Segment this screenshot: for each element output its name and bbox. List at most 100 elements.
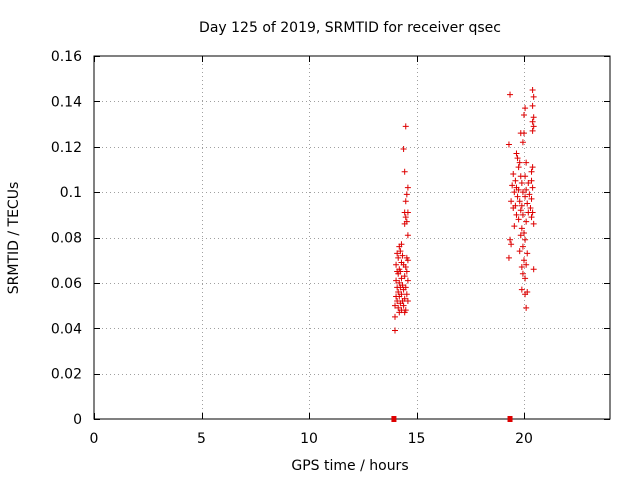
data-point [510, 205, 517, 212]
y-tick-label: 0.08 [51, 231, 82, 247]
data-point [396, 293, 403, 300]
data-point [393, 261, 400, 268]
data-point [396, 243, 403, 250]
y-tick-label: 0.06 [51, 276, 82, 292]
grid-layer [94, 56, 610, 419]
data-point [400, 146, 407, 153]
data-point [393, 277, 400, 284]
data-point [524, 200, 531, 207]
data-point [395, 288, 402, 295]
data-point [401, 309, 408, 316]
x-tick-label: 15 [408, 431, 426, 447]
y-axis-label: SRMTID / TECUs [6, 182, 22, 295]
data-point [530, 114, 537, 121]
data-point [511, 223, 518, 230]
x-tick-label: 0 [90, 431, 99, 447]
data-point [399, 252, 406, 259]
data-point [402, 263, 409, 270]
data-point [518, 180, 525, 187]
data-point [397, 284, 404, 291]
data-point [529, 184, 536, 191]
data-point [528, 168, 535, 175]
data-point [515, 186, 522, 193]
zero-marker [507, 416, 513, 422]
data-point [401, 168, 408, 175]
data-point [516, 198, 523, 205]
y-tick-label: 0.12 [51, 140, 82, 156]
data-point [530, 123, 537, 130]
data-point [514, 155, 521, 162]
data-point [401, 273, 408, 280]
data-point [521, 111, 527, 118]
data-point [512, 177, 519, 184]
data-point [528, 195, 535, 202]
data-point [402, 214, 409, 221]
chart-title: Day 125 of 2019, SRMTID for receiver qse… [199, 20, 501, 36]
data-point [392, 302, 398, 309]
data-point [529, 87, 536, 94]
data-point [401, 220, 408, 227]
data-point [507, 236, 514, 243]
data-point [395, 254, 402, 261]
data-point [521, 130, 527, 137]
data-point [404, 257, 411, 264]
data-point [522, 173, 529, 180]
data-point [523, 261, 530, 268]
zero-marker [391, 416, 397, 422]
data-point [394, 250, 401, 257]
data-point [400, 302, 407, 309]
data-point [509, 182, 516, 189]
ticks-layer: 0 5 10 15 20 0 0.02 0.04 0.06 0.08 0.1 0.12 0.14 0.16 [51, 49, 610, 447]
data-point [516, 159, 523, 166]
data-point [530, 266, 537, 273]
data-point [397, 248, 404, 255]
data-point [394, 298, 401, 305]
plot-frame [93, 55, 611, 420]
data-point [518, 286, 525, 293]
data-point [505, 254, 512, 261]
data-point [523, 186, 530, 193]
x-tick-label: 10 [300, 431, 318, 447]
data-point [402, 123, 409, 130]
data-point [518, 225, 525, 232]
data-point [519, 243, 526, 250]
data-point [524, 250, 531, 257]
data-point [404, 298, 411, 305]
data-point [522, 291, 529, 298]
data-point [521, 257, 527, 264]
y-tick-label: 0.14 [51, 94, 82, 110]
data-point [519, 270, 526, 277]
x-axis-label: GPS time / hours [291, 458, 408, 474]
data-point [403, 291, 410, 298]
zero-markers [391, 416, 513, 422]
data-point [404, 232, 411, 239]
data-point [523, 218, 530, 225]
data-point [515, 164, 522, 171]
data-point [403, 268, 410, 275]
data-point [529, 127, 536, 134]
data-point [397, 300, 404, 307]
data-point [529, 102, 536, 109]
data-point [519, 189, 526, 196]
data-point [400, 286, 407, 293]
y-tick-label: 0.04 [51, 321, 82, 337]
y-tick-label: 0.16 [51, 49, 82, 65]
data-point [522, 105, 529, 112]
data-point [515, 216, 522, 223]
data-point [402, 198, 409, 205]
data-point [404, 209, 411, 216]
data-point [395, 304, 402, 311]
data-point [396, 309, 403, 316]
data-point [522, 275, 529, 282]
data-point [517, 207, 524, 214]
data-point [514, 193, 521, 200]
data-point [392, 327, 398, 334]
data-point [513, 211, 520, 218]
data-point [505, 141, 512, 148]
y-tick-label: 0.02 [51, 367, 82, 383]
x-tick-label: 20 [515, 431, 533, 447]
y-tick-label: 0.1 [60, 185, 82, 201]
data-point [508, 241, 515, 248]
data-point [528, 214, 535, 221]
